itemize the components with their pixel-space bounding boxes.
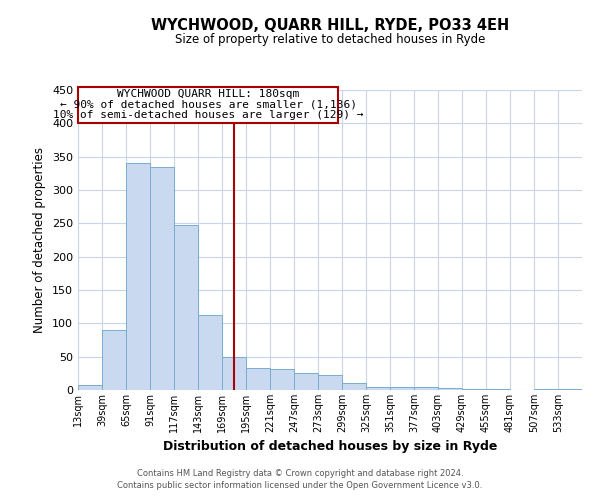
Bar <box>558 388 582 390</box>
Text: Size of property relative to detached houses in Ryde: Size of property relative to detached ho… <box>175 32 485 46</box>
Bar <box>294 372 318 390</box>
Text: WYCHWOOD QUARR HILL: 180sqm: WYCHWOOD QUARR HILL: 180sqm <box>117 89 299 99</box>
X-axis label: Distribution of detached houses by size in Ryde: Distribution of detached houses by size … <box>163 440 497 454</box>
Bar <box>150 166 174 390</box>
Bar <box>270 368 294 390</box>
Bar <box>366 386 390 390</box>
Bar <box>342 384 366 390</box>
Bar <box>318 376 342 390</box>
Text: Contains HM Land Registry data © Crown copyright and database right 2024.: Contains HM Land Registry data © Crown c… <box>137 468 463 477</box>
Bar <box>390 386 414 390</box>
Text: ← 90% of detached houses are smaller (1,136): ← 90% of detached houses are smaller (1,… <box>59 100 356 110</box>
Bar <box>78 386 102 390</box>
Bar <box>462 388 486 390</box>
Bar <box>198 316 222 390</box>
Bar <box>438 388 462 390</box>
Bar <box>222 356 246 390</box>
Bar <box>126 164 150 390</box>
Text: Contains public sector information licensed under the Open Government Licence v3: Contains public sector information licen… <box>118 481 482 490</box>
Bar <box>246 368 270 390</box>
FancyBboxPatch shape <box>78 86 338 124</box>
Text: WYCHWOOD, QUARR HILL, RYDE, PO33 4EH: WYCHWOOD, QUARR HILL, RYDE, PO33 4EH <box>151 18 509 32</box>
Bar <box>414 386 438 390</box>
Bar <box>174 226 198 390</box>
Bar <box>102 330 126 390</box>
Text: 10% of semi-detached houses are larger (129) →: 10% of semi-detached houses are larger (… <box>53 110 364 120</box>
Y-axis label: Number of detached properties: Number of detached properties <box>34 147 46 333</box>
